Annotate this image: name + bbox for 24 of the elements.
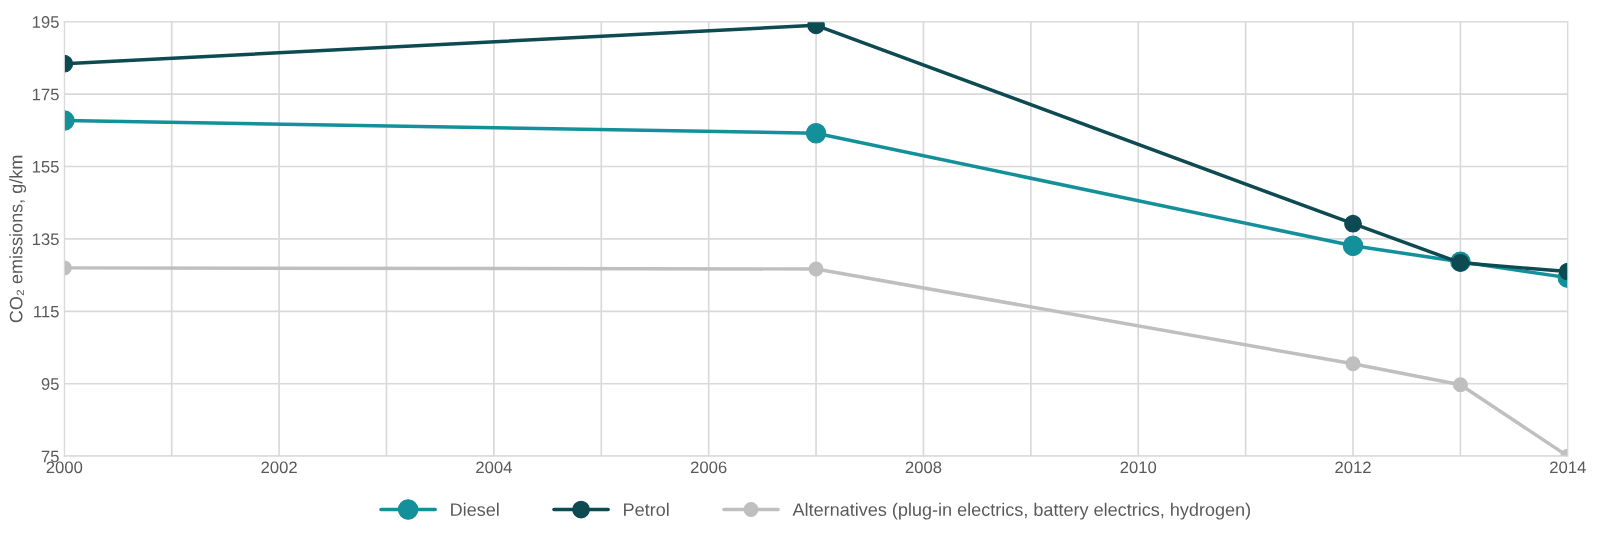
- x-tick-label: 2014: [1550, 461, 1586, 474]
- y-tick-label: 115: [34, 305, 59, 318]
- x-tick-label: 2012: [1335, 461, 1371, 474]
- y-tick-label: 75: [41, 450, 59, 463]
- point: [805, 122, 827, 144]
- point: [1342, 235, 1364, 257]
- x-tick-label: 2002: [261, 461, 297, 474]
- x-tick-label: 2006: [690, 461, 727, 474]
- x-tick-label: 2000: [46, 461, 83, 474]
- legend-label: Alternatives (plug-in electrics, battery electrics, hydrogen): [792, 502, 1251, 520]
- point: [808, 261, 824, 277]
- y-tick-label: 155: [32, 161, 59, 173]
- y-axis-title: CO₂ emissions, g/km: [9, 155, 27, 323]
- y-tick-label: 95: [41, 378, 59, 390]
- y-tick-label: 135: [32, 233, 59, 246]
- point: [1345, 356, 1361, 372]
- legend-label: Petrol: [624, 502, 669, 517]
- legend-label: Diesel: [451, 502, 499, 517]
- x-tick-label: 2010: [1120, 461, 1157, 474]
- y-tick-label: 175: [32, 88, 59, 101]
- point: [1452, 377, 1468, 393]
- x-tick-label: 2008: [905, 461, 942, 474]
- x-tick-label: 2004: [476, 461, 512, 474]
- y-tick-label: 195: [32, 16, 59, 28]
